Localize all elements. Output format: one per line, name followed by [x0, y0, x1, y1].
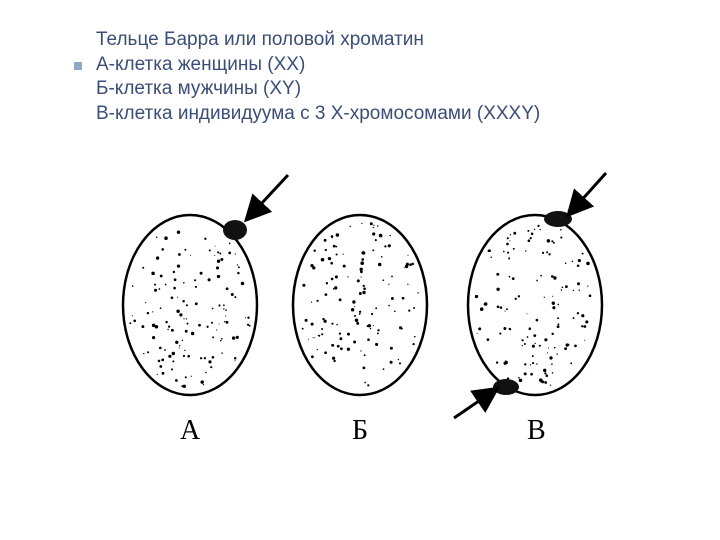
- arrow-V-0: [570, 173, 606, 213]
- title-line-3: Б-клетка мужчины (ХY): [96, 77, 540, 102]
- barr-body-A-0: [223, 220, 247, 240]
- cell-nucleus-A: [123, 215, 257, 395]
- cell-nucleus-V: [468, 215, 602, 395]
- bullet-marker: [74, 62, 82, 70]
- title-line-1: Тельце Барра или половой хроматин: [96, 28, 540, 53]
- arrow-A-0: [248, 175, 288, 218]
- title-block: Тельце Барра или половой хроматин А-клет…: [96, 28, 540, 127]
- cell-nucleus-B: [293, 215, 427, 395]
- barr-body-V-0: [544, 211, 572, 227]
- barr-body-diagram: [90, 165, 650, 485]
- barr-body-V-1: [493, 379, 519, 395]
- title-line-2: А-клетка женщины (ХХ): [96, 53, 540, 78]
- cell-label-V: В: [527, 415, 546, 447]
- title-line-4: В-клетка индивидуума с 3 Х-хромосомами (…: [96, 102, 540, 127]
- cell-label-A: А: [180, 415, 200, 447]
- cell-label-B: Б: [352, 415, 368, 447]
- arrow-V-1: [454, 390, 495, 418]
